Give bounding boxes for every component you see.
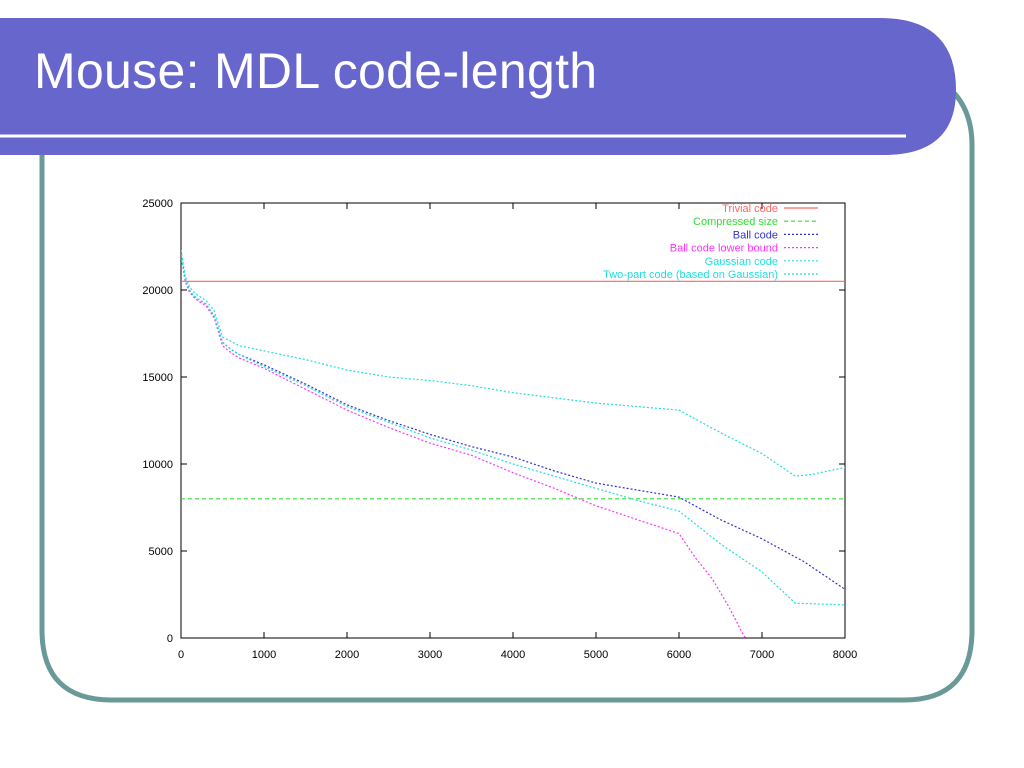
y-tick-label: 15000 <box>142 372 173 384</box>
legend-label: Compressed size <box>693 216 778 228</box>
content-border <box>39 72 975 703</box>
x-tick-label: 6000 <box>667 649 691 661</box>
legend-label: Gaussian code <box>705 256 778 268</box>
y-tick-label: 10000 <box>142 459 173 471</box>
series-line <box>181 255 845 606</box>
x-tick-label: 8000 <box>833 649 857 661</box>
legend-label: Ball code <box>733 229 778 241</box>
x-tick-label: 4000 <box>501 649 525 661</box>
y-tick-label: 5000 <box>149 546 173 558</box>
y-tick-label: 25000 <box>142 198 173 210</box>
legend-label: Ball code lower bound <box>670 243 778 255</box>
x-tick-label: 3000 <box>418 649 442 661</box>
series-line <box>181 249 845 477</box>
legend-label: Two-part code (based on Gaussian) <box>603 269 778 281</box>
y-tick-label: 0 <box>167 633 173 645</box>
x-tick-label: 5000 <box>584 649 608 661</box>
series-line <box>181 255 845 590</box>
x-tick-label: 2000 <box>335 649 359 661</box>
x-tick-label: 1000 <box>252 649 276 661</box>
x-tick-label: 0 <box>178 649 184 661</box>
x-tick-label: 7000 <box>750 649 774 661</box>
title-bar <box>0 18 956 155</box>
slide-title: Mouse: MDL code-length <box>34 43 598 99</box>
legend-label: Trivial code <box>722 203 778 215</box>
series-line <box>181 255 746 638</box>
y-tick-label: 20000 <box>142 285 173 297</box>
